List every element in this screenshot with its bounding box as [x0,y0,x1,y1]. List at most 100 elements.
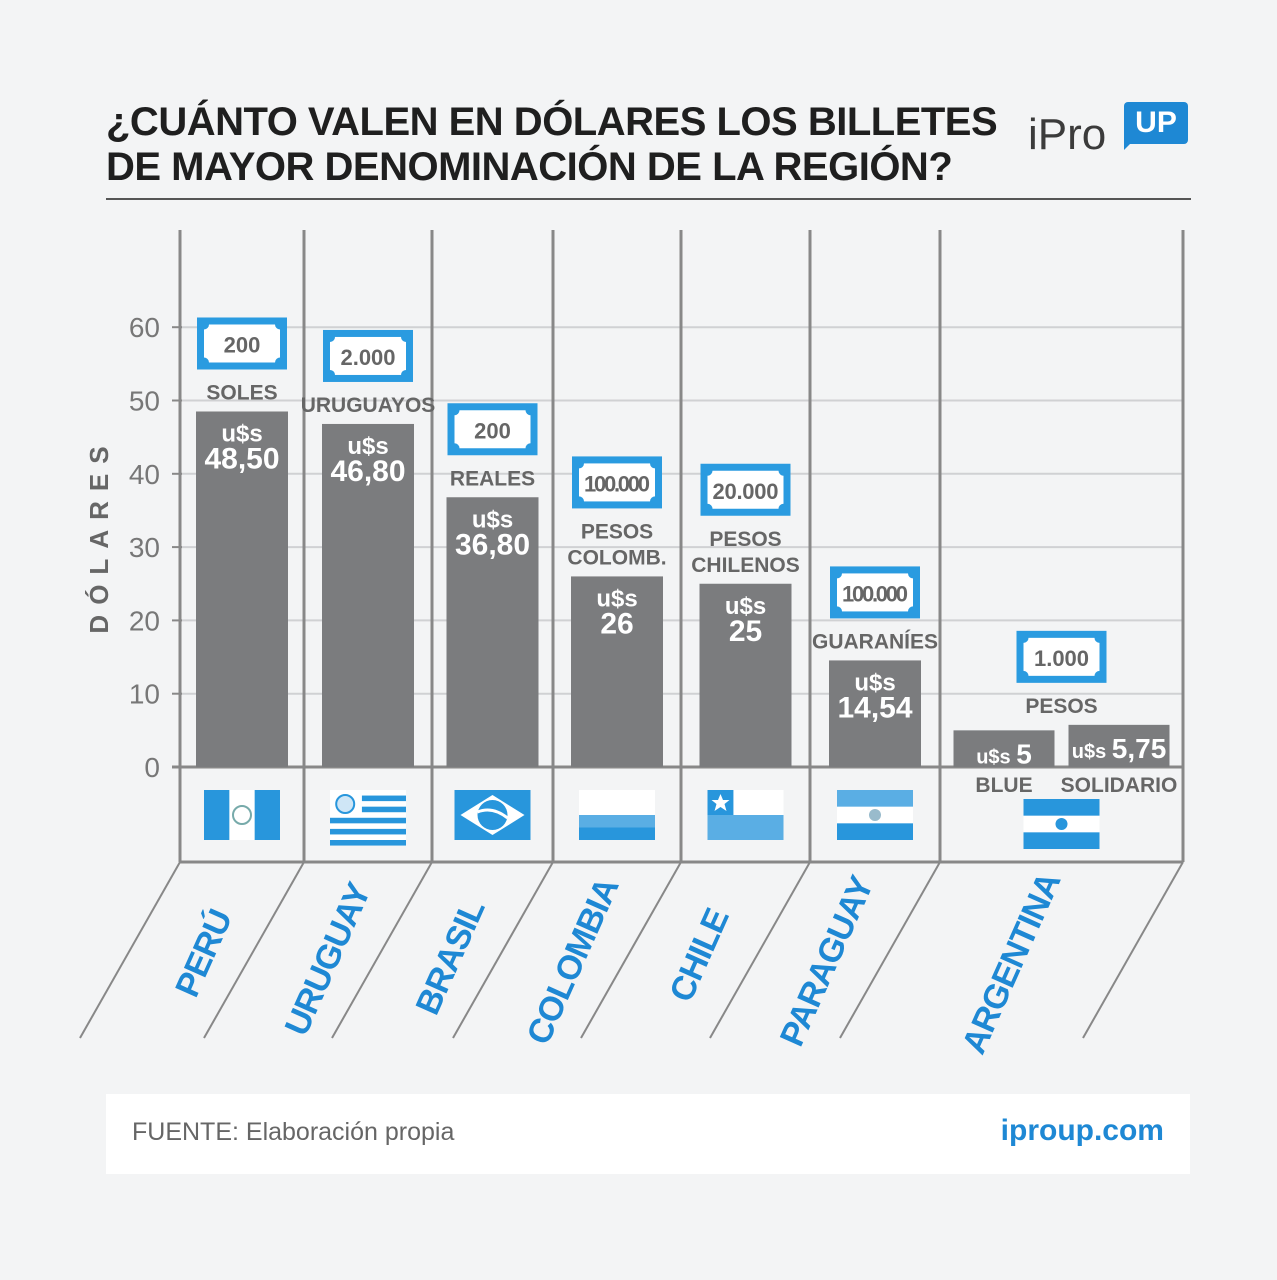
banknote-corner [199,357,209,368]
banknote-corner [199,319,209,330]
bar [953,730,1055,767]
uruguay-flag-icon [330,790,406,846]
bar-value-label: u$s 5,75 [1072,733,1167,764]
banknote-corner [650,496,660,507]
banknote-corner [325,369,335,380]
currency-label: SOLES [206,381,277,404]
banknote-corner [401,331,411,342]
perspective-line [839,861,941,1039]
country-label: CHILE [662,903,736,1007]
logo-badge: UP [1124,102,1188,144]
banknote-face [330,336,406,375]
flag-stripe [837,823,913,840]
flag-emblem [1055,818,1068,830]
banknote-corner [1018,670,1029,681]
banknote-corner [449,443,460,454]
banknote-corner [908,568,918,579]
bar-value-label: 25 [729,615,762,648]
flag-stripe [1023,832,1100,849]
flag-band [476,808,509,820]
bar-value-label: 26 [600,607,633,640]
y-tick-label: 10 [129,679,160,710]
banknote-value: 200 [474,418,511,443]
ipro-up-logo: iPro UP [1028,102,1198,162]
banknote-value: 1.000 [1034,646,1089,671]
title-line-2: DE MAYOR DENOMINACIÓN DE LA REGIÓN? [106,145,953,189]
colombia-flag-icon [579,790,655,840]
bar-value-number: 5,75 [1112,733,1167,764]
banknote-value: 200 [224,332,261,357]
banknote-value: 20.000 [713,479,779,504]
y-tick-label: 40 [129,459,160,490]
bar-value-label: 46,80 [330,455,405,488]
flag-stripe [204,790,230,840]
banknote-corner [1094,632,1105,643]
peru-flag-icon [204,790,280,840]
currency-label: PESOS [1025,695,1097,718]
bar-value-label: 48,50 [204,442,279,475]
banknote-icon: 2.000 [323,329,413,382]
country-label: URUGUAY [278,877,379,1041]
banknote-corner [449,405,460,416]
bar [322,423,414,767]
y-tick-label: 30 [129,532,160,563]
banknote-corner [832,606,842,617]
banknote-corner [702,503,713,514]
banknote-corner [325,331,335,342]
bar-sublabel: BLUE [975,774,1032,797]
title-line-1: ¿CUÁNTO VALEN EN DÓLARES LOS BILLETES [106,100,998,144]
perspective-line [452,861,554,1039]
perspective-line [1082,861,1184,1039]
bar-value-prefix: u$s [1072,741,1112,763]
flag-globe [477,800,508,830]
banknote-value: 100.000 [584,471,650,496]
flag-sun [335,794,356,814]
currency-label: COLOMB. [567,546,666,569]
currency-label: PESOS [581,520,653,543]
y-tick-label: 50 [129,386,160,417]
bar-value-prefix: u$s [472,506,513,533]
banknote-value: 2.000 [340,345,395,370]
y-tick-label: 60 [129,312,160,343]
banknote-corner [650,458,660,469]
flag-stripe [579,827,655,840]
y-tick-label: 20 [129,605,160,636]
perspective-line [709,861,811,1039]
banknote-icon: 1.000 [1016,630,1107,683]
bar-value-prefix: u$s [221,420,262,447]
footer-url[interactable]: iproup.com [1000,1114,1164,1147]
flag-stripe [361,806,406,813]
currency-label: CHILENOS [691,554,800,577]
banknote-icon: 20.000 [700,463,791,516]
bar-chart: 0102030405060DÓLARESu$s48,50SOLES200PERÚ… [79,230,1185,1059]
flag-stripe [330,817,406,824]
country-label: ARGENTINA [955,867,1068,1059]
banknote-corner [1094,670,1105,681]
bar [446,497,539,767]
currency-label: REALES [450,467,535,490]
currency-label: PESOS [709,528,781,551]
flag-stripe [579,815,655,828]
banknote-corner [778,465,789,476]
country-label: PERÚ [168,904,240,1002]
perspective-line [79,861,181,1039]
flag-stripe [254,790,280,840]
banknote-corner [778,503,789,514]
perspective-line [580,861,682,1039]
currency-label: URUGUAYOS [301,394,436,417]
country-label: BRASIL [409,895,493,1021]
perspective-line [203,861,305,1039]
bar [571,576,663,767]
title-divider [106,198,1191,200]
logo-text: iPro [1028,110,1107,159]
banknote-corner [702,465,713,476]
flag-stripe [330,840,406,846]
footer: FUENTE: Elaboración propia iproup.com [106,1094,1190,1174]
banknote-face [454,410,531,449]
currency-label: GUARANÍES [812,630,938,653]
banknote-value: 100.000 [842,581,908,606]
flag-stripe [330,828,406,835]
banknote-face [579,463,655,502]
banknote-icon: 100.000 [830,566,920,619]
banknote-corner [275,357,285,368]
